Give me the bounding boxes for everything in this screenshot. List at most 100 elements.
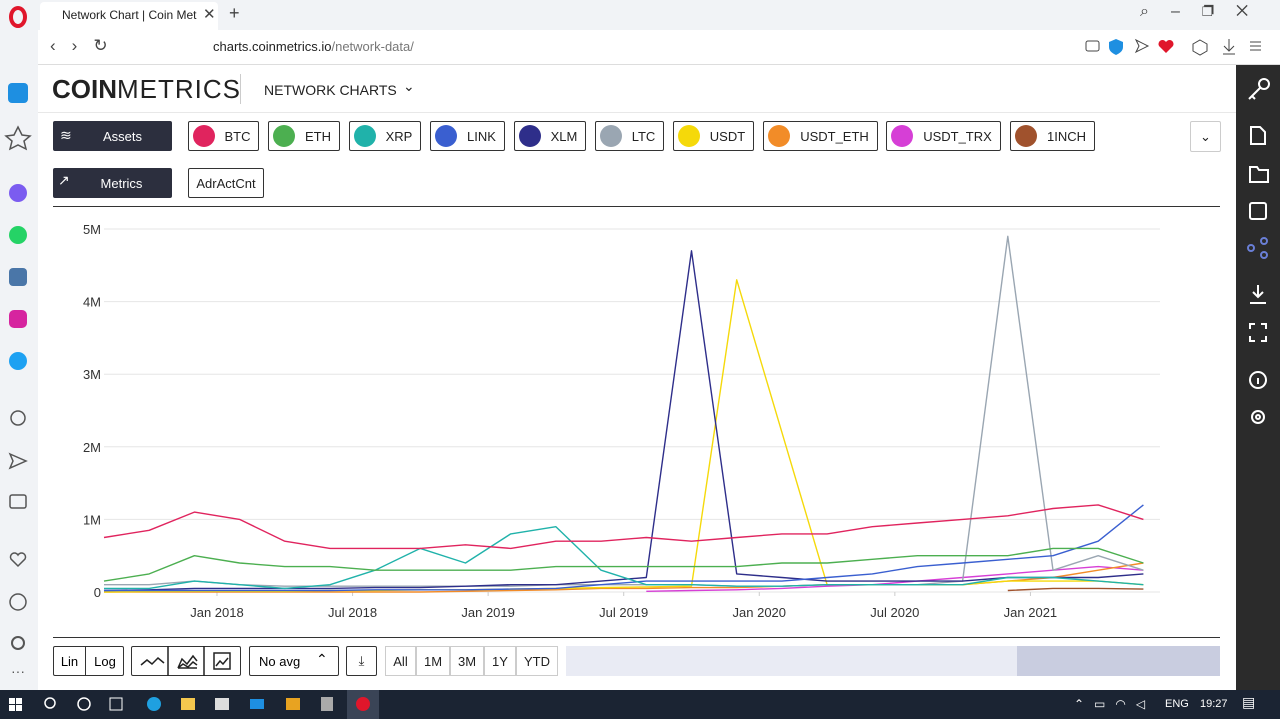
- download-button[interactable]: ⤓: [346, 646, 377, 676]
- asset-name: USDT: [709, 129, 746, 144]
- chart: 0 1M 2M 3M 4M 5M Jan 2018 Jul 2018 Jan 2019 Jul 2…: [83, 222, 1160, 620]
- asset-name: ETH: [305, 129, 331, 144]
- divider: [240, 74, 241, 104]
- toolbar-line: [53, 206, 1220, 207]
- asset-icon: [273, 125, 295, 147]
- tab-title: Network Chart | Coin Metri: [62, 8, 197, 22]
- average-select[interactable]: No avg: [249, 646, 339, 676]
- y-tick-label: 2M: [83, 440, 101, 455]
- logo[interactable]: COINMETRICS: [52, 74, 241, 105]
- series-line: [1007, 587, 1144, 592]
- new-tab[interactable]: +: [229, 3, 240, 23]
- range-button[interactable]: YTD: [516, 646, 558, 676]
- url-host: charts.coinmetrics.io: [213, 39, 332, 54]
- logo-light: METRICS: [117, 74, 241, 104]
- header-line: [38, 112, 1236, 113]
- chart-type-icons: [140, 646, 231, 676]
- asset-chip[interactable]: XRP: [349, 121, 421, 151]
- series-line: [104, 504, 1144, 592]
- right-sidebar-icons: [1247, 78, 1270, 424]
- asset-name: XRP: [385, 129, 413, 144]
- asset-icon: [193, 125, 215, 147]
- asset-name: USDT_ETH: [800, 129, 869, 144]
- x-tick-label: Jan 2020: [733, 605, 787, 620]
- url[interactable]: charts.coinmetrics.io/network-data/: [213, 39, 414, 54]
- range-button[interactable]: 3M: [450, 646, 484, 676]
- assets-button[interactable]: Assets: [53, 121, 172, 151]
- address-icons: [1085, 38, 1261, 56]
- asset-name: USDT_TRX: [923, 129, 992, 144]
- scale-group: [53, 646, 124, 676]
- notifications[interactable]: ▤: [1242, 694, 1256, 710]
- x-tick-label: Jan 2021: [1004, 605, 1058, 620]
- more-assets[interactable]: ⌄: [1190, 121, 1221, 152]
- y-tick-label: 5M: [83, 222, 101, 237]
- url-path: /network-data/: [331, 39, 414, 54]
- nav-chevron[interactable]: ⌄: [403, 78, 415, 94]
- metric-chip[interactable]: AdrActCnt: [188, 168, 264, 198]
- asset-chip[interactable]: LINK: [430, 121, 505, 151]
- asset-chip[interactable]: XLM: [514, 121, 586, 151]
- sidebar: [0, 0, 38, 690]
- navigator-selection[interactable]: [1017, 646, 1220, 676]
- tab-close[interactable]: ✕: [203, 6, 216, 23]
- asset-chip[interactable]: BTC: [188, 121, 259, 151]
- tray-icons: ⌃▭◠◁: [1074, 697, 1156, 711]
- y-tick-label: 3M: [83, 367, 101, 382]
- asset-name: LTC: [631, 129, 656, 144]
- series-line: [104, 526, 1144, 590]
- asset-icon: [891, 125, 913, 147]
- x-tick-label: Jul 2020: [870, 605, 919, 620]
- asset-icon: [1015, 125, 1037, 147]
- average-chevron: ⌃: [316, 651, 328, 667]
- asset-icon: [519, 125, 541, 147]
- series-line: [103, 504, 1144, 550]
- asset-icon: [600, 125, 622, 147]
- asset-chip[interactable]: USDT_TRX: [886, 121, 1001, 151]
- average-label: No avg: [259, 654, 301, 669]
- assets-icon: ≋: [60, 127, 72, 143]
- range-button[interactable]: 1Y: [484, 646, 516, 676]
- asset-name: BTC: [224, 129, 251, 144]
- y-tick-label: 1M: [83, 512, 101, 527]
- x-tick-label: Jan 2019: [461, 605, 515, 620]
- nav-buttons[interactable]: ‹›↻: [50, 36, 124, 55]
- clock[interactable]: 19:27: [1200, 698, 1228, 710]
- taskbar-icons: [9, 690, 379, 719]
- y-tick-label: 0: [94, 585, 101, 600]
- window-controls[interactable]: ⌕–❐✕: [1140, 3, 1271, 20]
- nav-menu[interactable]: NETWORK CHARTS: [264, 82, 397, 98]
- taskbar: [0, 690, 1280, 719]
- metrics-icon: ↗: [58, 172, 70, 188]
- series-line: [103, 279, 1144, 593]
- scale-lin[interactable]: Lin: [54, 647, 86, 675]
- asset-icon: [435, 125, 457, 147]
- svg-text:···: ···: [11, 663, 25, 679]
- sidebar-icons: ···: [4, 6, 32, 679]
- metrics-label: Metrics: [100, 175, 143, 191]
- asset-icon: [678, 125, 700, 147]
- asset-chip[interactable]: 1INCH: [1010, 121, 1095, 151]
- series-line: [104, 235, 1144, 587]
- asset-chip[interactable]: USDT: [673, 121, 754, 151]
- asset-chip[interactable]: LTC: [595, 121, 664, 151]
- metrics-button[interactable]: Metrics: [53, 168, 172, 198]
- asset-chip[interactable]: USDT_ETH: [763, 121, 878, 151]
- chart-type-group[interactable]: [131, 646, 241, 676]
- range-button[interactable]: 1M: [416, 646, 450, 676]
- range-button[interactable]: All: [385, 646, 416, 676]
- series-line: [646, 565, 1144, 592]
- tab[interactable]: [40, 2, 218, 30]
- scale-log[interactable]: Log: [94, 653, 116, 669]
- assets-label: Assets: [102, 128, 142, 144]
- x-tick-label: Jul 2018: [328, 605, 377, 620]
- x-tick-label: Jan 2018: [190, 605, 244, 620]
- chart-bottom-line: [53, 637, 1220, 638]
- logo-bold: COIN: [52, 74, 117, 104]
- y-tick-label: 4M: [83, 295, 101, 310]
- address-bar: [38, 30, 1280, 65]
- language[interactable]: ENG: [1165, 698, 1189, 710]
- asset-name: 1INCH: [1046, 129, 1086, 144]
- asset-chip[interactable]: ETH: [268, 121, 340, 151]
